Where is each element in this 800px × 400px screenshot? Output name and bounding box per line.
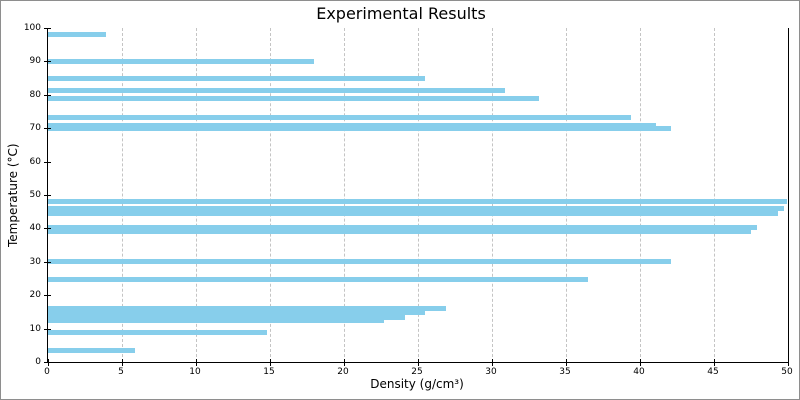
- x-tick-mark: [640, 359, 641, 366]
- y-tick-mark: [44, 261, 51, 263]
- x-tick-mark: [418, 359, 419, 366]
- y-tick-label: 30: [29, 256, 41, 267]
- y-tick-label: 60: [29, 156, 41, 167]
- x-tick-label: 40: [633, 367, 645, 377]
- x-tick-mark: [788, 359, 789, 366]
- y-tick-mark: [44, 61, 51, 63]
- y-tick-label: 40: [29, 223, 41, 234]
- bar: [48, 225, 757, 231]
- bar: [48, 125, 672, 131]
- x-tick-mark: [344, 359, 345, 366]
- y-tick-label: 70: [29, 123, 41, 134]
- bar: [48, 199, 787, 205]
- x-tick-label: 15: [263, 367, 275, 377]
- y-tick-mark: [44, 362, 51, 363]
- y-tick-label: 90: [29, 56, 41, 67]
- x-tick-label: 35: [559, 367, 571, 377]
- bar: [48, 75, 426, 81]
- y-tick-label: 100: [23, 23, 41, 33]
- y-tick-label: 50: [29, 190, 41, 200]
- y-tick-label: 80: [29, 89, 41, 100]
- chart-title: Experimental Results: [316, 4, 486, 23]
- gridline-x-10: [196, 28, 197, 362]
- bar: [48, 211, 778, 217]
- plot-area: [44, 28, 789, 366]
- bar: [48, 206, 784, 212]
- gridline-x-35: [566, 28, 567, 362]
- bar: [48, 32, 106, 38]
- y-tick-mark: [44, 195, 51, 196]
- bar: [48, 95, 540, 101]
- x-tick-label: 30: [485, 367, 497, 377]
- gridline-x-40: [640, 28, 641, 362]
- gridline-x-25: [418, 28, 419, 362]
- y-tick-label: 0: [35, 357, 41, 367]
- gridline-x-5: [122, 28, 123, 362]
- bar: [48, 114, 632, 120]
- x-tick-mark: [566, 359, 567, 366]
- y-tick-mark: [44, 328, 51, 330]
- gridline-x-15: [270, 28, 271, 362]
- bar: [48, 330, 268, 336]
- bar: [48, 347, 136, 353]
- x-tick-mark: [196, 359, 197, 366]
- gridline-x-30: [492, 28, 493, 362]
- x-tick-mark: [270, 359, 271, 366]
- bar: [48, 228, 751, 234]
- x-tick-mark: [122, 359, 123, 366]
- x-tick-label: 10: [189, 367, 201, 377]
- bar: [48, 318, 384, 324]
- bar: [48, 58, 315, 64]
- y-tick-mark: [44, 228, 51, 230]
- x-tick-label: 50: [781, 367, 793, 377]
- bar: [48, 277, 589, 283]
- y-tick-label: 20: [29, 290, 41, 301]
- x-tick-label: 20: [337, 367, 349, 377]
- y-tick-mark: [44, 94, 51, 96]
- x-axis-label: Density (g/cm³): [370, 377, 464, 391]
- x-tick-label: 25: [411, 367, 423, 377]
- y-tick-label: 10: [29, 323, 41, 334]
- bar: [48, 310, 426, 316]
- x-tick-mark: [492, 359, 493, 366]
- y-axis-label: Temperature (°C): [6, 143, 20, 247]
- y-tick-mark: [44, 28, 51, 29]
- y-tick-mark: [44, 295, 51, 297]
- bar: [48, 314, 405, 320]
- y-tick-mark: [44, 128, 51, 130]
- x-tick-label: 0: [44, 367, 50, 377]
- x-tick-mark: [714, 359, 715, 366]
- x-tick-label: 45: [707, 367, 719, 377]
- bar: [48, 258, 672, 264]
- y-tick-mark: [44, 161, 51, 163]
- gridline-x-45: [714, 28, 715, 362]
- bar: [48, 122, 657, 128]
- gridline-x-20: [344, 28, 345, 362]
- bar: [48, 306, 447, 312]
- bar: [48, 87, 506, 93]
- x-tick-label: 5: [118, 367, 124, 377]
